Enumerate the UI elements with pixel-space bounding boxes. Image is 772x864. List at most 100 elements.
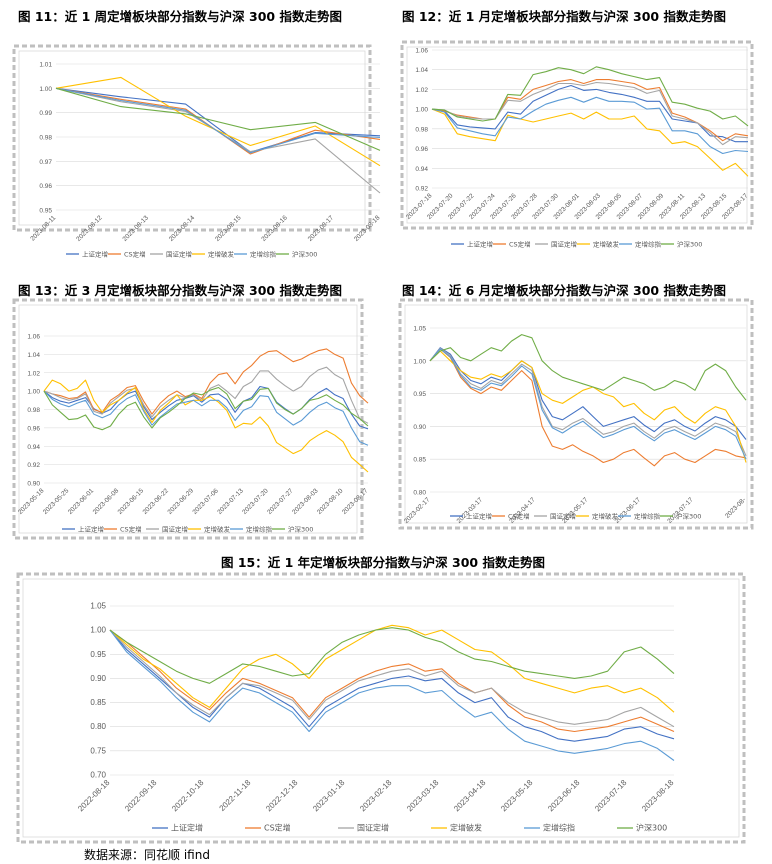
y-tick-label: 0.85: [413, 457, 426, 464]
legend-label: 定增破发: [208, 250, 235, 259]
y-tick-label: 1.00: [90, 626, 106, 635]
series-line: [431, 81, 749, 146]
legend-label: 沪深300: [292, 250, 317, 259]
y-tick-label: 0.97: [39, 159, 52, 166]
legend-label: 沪深300: [636, 823, 667, 833]
legend-label: 定增综指: [250, 250, 277, 259]
line-chart-3m: 1.061.041.021.000.980.960.940.920.902023…: [12, 298, 370, 540]
series-line: [55, 87, 381, 154]
chart-title: 图 13：近 3 月定增板块部分指数与沪深 300 指数走势图: [18, 283, 342, 298]
y-tick-label: 0.92: [27, 462, 40, 469]
panel-fig15: 图 15：近 1 年定增板块部分指数与沪深 300 指数走势图 1.05 1.00…: [0, 546, 772, 846]
y-tick-label: 1.02: [27, 370, 40, 377]
legend-label: 国证定增: [162, 525, 188, 534]
legend-label: CS定增: [509, 240, 531, 249]
y-tick-label: 0.90: [90, 674, 106, 683]
y-tick-label: 1.05: [413, 326, 426, 333]
series-line: [43, 348, 369, 415]
y-tick-label: 1.00: [27, 389, 40, 396]
chart-frame: [16, 572, 746, 844]
plot-area-border: [404, 304, 748, 524]
y-tick-label: 0.96: [39, 183, 52, 190]
y-tick-label: 0.95: [413, 391, 426, 398]
panel-fig11: 图 11：近 1 周定增板块部分指数与沪深 300 指数走势图 1.01 1.00…: [0, 0, 386, 278]
chart-frame: [398, 298, 754, 530]
chart-title: 图 11：近 1 周定增板块部分指数与沪深 300 指数走势图: [18, 9, 342, 24]
y-tick-label: 0.98: [39, 135, 52, 142]
y-tick-label: 1.00: [415, 107, 428, 114]
series-line: [43, 386, 369, 431]
line-chart-1m: 1.061.041.021.000.980.960.940.922023-07-…: [400, 40, 754, 249]
series-line: [431, 66, 749, 127]
y-tick-label: 1.06: [415, 48, 428, 55]
legend-label: 定增破发: [204, 525, 231, 534]
legend-label: CS定增: [508, 512, 530, 521]
y-tick-label: 0.90: [27, 481, 40, 488]
y-tick-label: 0.98: [415, 126, 428, 133]
series-line: [43, 379, 369, 473]
legend-label: 国证定增: [550, 512, 576, 521]
series-line: [431, 96, 749, 155]
legend-label: CS定增: [120, 525, 142, 534]
chart-title: 图 14：近 6 月定增板块部分指数与沪深 300 指数走势图: [402, 283, 726, 298]
series-line: [429, 348, 747, 467]
legend-label: 国证定增: [551, 240, 577, 249]
series-line: [43, 366, 369, 424]
chart-title: 图 15：近 1 年定增板块部分指数与沪深 300 指数走势图: [221, 555, 545, 570]
legend-label: 定增综指: [635, 240, 662, 249]
series-line: [429, 347, 747, 457]
y-tick-label: 1.00: [413, 358, 426, 365]
legend-label: 定增综指: [634, 512, 661, 521]
series-line: [55, 87, 381, 151]
series-line: [109, 629, 675, 733]
y-tick-label: 0.99: [39, 110, 52, 117]
series-line: [109, 629, 675, 761]
line-chart-1y: 1.051.000.950.900.850.800.750.702022-08-…: [16, 572, 746, 844]
panel-fig12: 图 12：近 1 月定增板块部分指数与沪深 300 指数走势图 1.06 1.04…: [386, 0, 772, 278]
series-line: [109, 629, 675, 742]
y-tick-label: 1.01: [39, 62, 52, 69]
panel-fig14: 图 14：近 6 月定增板块部分指数与沪深 300 指数走势图 1.05 1.00…: [386, 278, 772, 546]
legend-label: 沪深300: [288, 525, 313, 534]
legend-label: CS定增: [264, 823, 291, 833]
legend-label: 上证定增: [467, 240, 493, 249]
y-tick-label: 0.92: [415, 186, 428, 193]
legend-label: 沪深300: [676, 512, 701, 521]
legend-label: 上证定增: [78, 525, 104, 534]
series-line: [109, 627, 675, 684]
y-tick-label: 0.94: [27, 444, 40, 451]
series-line: [429, 348, 747, 460]
y-tick-label: 1.02: [415, 87, 428, 94]
legend-label: 上证定增: [171, 823, 203, 833]
series-line: [431, 108, 749, 177]
y-tick-label: 0.95: [90, 650, 106, 659]
data-source-note: 数据来源：同花顺 ifind: [84, 848, 210, 862]
legend-label: 定增综指: [543, 823, 575, 833]
series-line: [109, 629, 675, 728]
series-line: [43, 390, 369, 446]
chart-frame: [12, 298, 364, 540]
y-tick-label: 1.04: [27, 352, 40, 359]
y-tick-label: 0.95: [39, 208, 52, 215]
y-tick-label: 0.96: [27, 425, 40, 432]
series-line: [429, 347, 747, 440]
legend-label: 定增破发: [450, 823, 482, 833]
y-tick-label: 0.80: [90, 722, 106, 731]
y-tick-label: 0.85: [90, 698, 106, 707]
y-tick-label: 0.80: [413, 490, 426, 497]
y-tick-label: 0.98: [27, 407, 40, 414]
legend-label: 国证定增: [166, 250, 192, 259]
legend-label: CS定增: [124, 250, 146, 259]
y-tick-label: 1.00: [39, 86, 52, 93]
legend-label: 上证定增: [82, 250, 108, 259]
y-tick-label: 0.75: [90, 746, 106, 755]
series-line: [429, 334, 747, 401]
series-line: [109, 624, 675, 713]
y-tick-label: 0.70: [90, 771, 106, 780]
legend-label: 定增破发: [593, 240, 620, 249]
y-tick-label: 0.90: [413, 424, 426, 431]
series-line: [429, 350, 747, 463]
legend-label: 上证定增: [466, 512, 492, 521]
y-tick-label: 1.04: [415, 67, 428, 74]
